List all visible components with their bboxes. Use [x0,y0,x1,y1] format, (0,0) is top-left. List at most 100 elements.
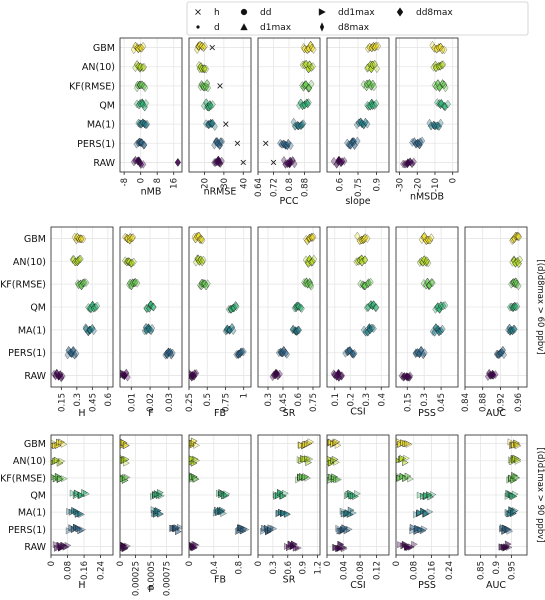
point-f [124,542,131,550]
point-pss [407,475,415,483]
point-sr [283,510,291,518]
point-pcc [289,156,296,165]
point-nmb [141,140,148,150]
point-nrmse [218,156,225,166]
point-pss [402,458,409,467]
point-h [58,457,66,465]
tick-label: 0.85 [477,561,487,580]
point-fb [228,322,236,332]
tick-label: 1.2 [314,561,324,575]
point-auc [513,301,521,311]
tick-label: 0.75 [354,178,364,197]
point-nrmse [218,137,225,147]
point-auc [510,324,517,334]
x-axis-label: H [78,580,85,591]
point-pss [427,493,435,501]
x-axis-label: nRMSE [204,186,237,197]
point-fb [220,509,228,518]
point-h [73,489,81,497]
point-pss [429,490,437,499]
point-auc [511,324,518,334]
tick-label: 0.45 [279,393,289,412]
point-pcc [308,79,315,89]
panel-nmsdb: -30 -20 -10 0 nMSDB [396,37,459,203]
point-auc [513,441,521,449]
point-pss [414,524,422,533]
tick-label: 0.08 [64,561,74,580]
point-nrmse [200,43,207,52]
point-sr [295,544,302,552]
tick-label: 0.9 [492,561,502,575]
row-side-label: [(d)d1max > 90 ppbv] [535,447,545,542]
x-axis-label: PCC [280,196,299,207]
panel-sr: 0.3 0.45 0.6 0.75 SR [257,226,321,419]
point-csi [351,348,358,358]
point-auc [499,345,506,355]
category-label: AN(10) [13,257,46,268]
point-extra-nrmse [223,121,229,127]
tick-label: 0.16 [427,561,437,580]
point-extra-nrmse [234,140,241,147]
legend-marker-h [195,9,201,15]
tick-label: 0.3 [420,393,430,407]
point-pcc [287,141,294,151]
tick-label: 0.0005 [147,561,157,591]
point-nmb [140,41,147,51]
point-f [123,368,130,378]
tick-label: 0.03 [165,393,175,412]
point-f [132,277,139,287]
point-f [123,459,130,467]
point-slope [354,136,361,146]
tick-label: 0 [449,178,459,183]
legend-marker-d8max [319,22,325,32]
point-slope [364,119,371,129]
point-sr [284,510,292,519]
legend-marker-d [196,25,200,29]
tick-label: 0 [392,561,402,566]
tick-label: 0.2 [346,393,356,407]
point-extra-pcc [270,159,277,166]
point-auc [500,350,508,360]
point-pss [429,278,436,288]
tick-label: 0.6 [284,561,294,575]
point-pss [425,258,432,268]
point-auc [512,506,519,515]
x-axis-label: FB [214,408,226,419]
point-slope [351,141,358,150]
panel-csi: 0 0.04 0.08 0.12 CSI [323,434,390,591]
point-nrmse [201,64,208,74]
point-sr [297,303,304,313]
tick-label: 0.9 [299,561,309,575]
point-pss [428,278,435,287]
point-csi [350,509,357,517]
panel-fb: 0 0.4 0.8 FB [185,434,252,586]
tick-label: 0.12 [373,561,383,580]
point-auc [515,232,523,242]
point-nmsdb [442,102,449,112]
category-label: RAW [24,371,46,382]
tick-label: 0.64 [254,178,264,197]
category-label: AN(10) [82,62,115,73]
tick-label: 0.5 [203,393,213,407]
point-f [177,523,182,531]
point-pcc [310,45,317,54]
category-label: QM [30,491,46,502]
legend-label-d8max: d8max [338,23,370,33]
point-csi [372,303,379,313]
point-sr [309,233,316,242]
tick-label: 0.84 [461,393,471,412]
point-h [79,526,87,534]
category-label: RAW [24,542,46,553]
point-fb [242,525,250,534]
point-nmsdb [435,122,443,131]
tick-label: 0.08 [410,561,420,580]
point-slope [371,59,378,69]
point-fb [202,281,210,291]
category-label: QM [30,303,46,314]
point-fb [238,347,246,357]
point-nmsdb [410,157,417,167]
point-h [82,278,90,288]
tick-label: 0.88 [479,393,489,412]
